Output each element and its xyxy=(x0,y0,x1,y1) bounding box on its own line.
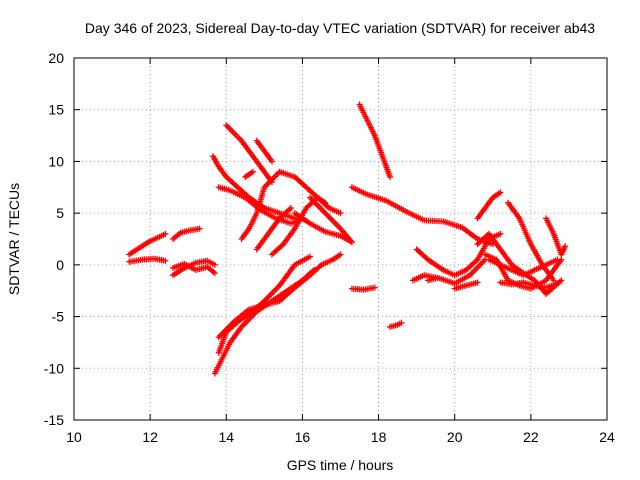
series-arc-n xyxy=(223,122,275,186)
data-point xyxy=(162,257,169,264)
data-point xyxy=(386,173,393,180)
data-point xyxy=(398,319,405,326)
data-point xyxy=(337,251,344,258)
data-point xyxy=(558,277,565,284)
series-arc-u xyxy=(356,101,393,180)
plot-frame xyxy=(73,57,608,421)
data-point xyxy=(268,158,275,165)
y-tick-label: -5 xyxy=(52,309,65,325)
series-arc-ag xyxy=(425,275,439,284)
data-point xyxy=(211,261,218,268)
data-point xyxy=(371,284,378,291)
data-point xyxy=(337,210,344,217)
data-point xyxy=(307,253,314,260)
series-arc-l xyxy=(242,168,256,180)
x-tick-label: 18 xyxy=(371,429,387,445)
series-arc-h xyxy=(215,251,344,341)
data-point xyxy=(562,243,569,250)
data-point xyxy=(162,230,169,237)
y-tick-label: 10 xyxy=(48,153,64,169)
data-point xyxy=(211,270,218,277)
series-arc-c xyxy=(169,225,203,242)
x-tick-label: 24 xyxy=(599,429,615,445)
y-tick-label: 20 xyxy=(48,50,64,66)
series-arc-aa xyxy=(505,199,557,284)
series-arc-s xyxy=(348,284,378,293)
series-arc-ac xyxy=(485,256,561,279)
y-tick-labels: -15 -10 -5 0 5 10 15 20 xyxy=(44,50,64,428)
series-arc-af xyxy=(497,279,527,288)
data-point xyxy=(554,256,561,263)
x-tick-label: 22 xyxy=(523,429,539,445)
series-arc-ad xyxy=(543,215,569,258)
x-tick-label: 14 xyxy=(218,429,234,445)
data-point xyxy=(268,179,275,186)
data-point xyxy=(288,204,295,211)
series-arc-ab xyxy=(474,189,504,222)
chart-title: Day 346 of 2023, Sidereal Day-to-day VTE… xyxy=(85,20,595,36)
data-point xyxy=(554,280,561,287)
series-arc-b xyxy=(126,255,169,265)
y-tick-label: -15 xyxy=(44,412,64,428)
data-point xyxy=(497,189,504,196)
x-axis-label: GPS time / hours xyxy=(287,457,394,473)
series-arc-q xyxy=(291,210,355,246)
series-arc-o xyxy=(253,204,295,253)
y-tick-label: 15 xyxy=(48,102,64,118)
data-point xyxy=(520,279,527,286)
series-arc-v xyxy=(386,319,405,330)
x-tick-label: 16 xyxy=(295,429,311,445)
data-marks xyxy=(126,101,569,377)
x-tick-label: 10 xyxy=(66,429,82,445)
data-point xyxy=(249,168,256,175)
series-arc-a xyxy=(126,230,169,258)
data-point xyxy=(196,225,203,232)
x-tick-labels: 10 12 14 16 18 20 22 24 xyxy=(66,429,615,445)
y-tick-label: 0 xyxy=(56,257,64,273)
data-point xyxy=(497,230,504,237)
series-arc-r xyxy=(307,194,355,246)
x-tick-label: 12 xyxy=(142,429,158,445)
y-axis-label: SDTVAR / TECUs xyxy=(6,183,22,295)
series-arc-ah xyxy=(451,279,481,292)
data-point xyxy=(322,199,329,206)
data-point xyxy=(348,239,355,246)
x-tick-label: 20 xyxy=(447,429,463,445)
y-tick-label: 5 xyxy=(56,205,64,221)
data-point xyxy=(432,275,439,282)
series-arc-e xyxy=(169,260,218,277)
data-point xyxy=(474,279,481,286)
series-arc-t xyxy=(348,184,496,248)
series-arc-m xyxy=(253,137,275,165)
axis-ticks xyxy=(73,57,608,421)
y-tick-label: -10 xyxy=(44,360,64,376)
